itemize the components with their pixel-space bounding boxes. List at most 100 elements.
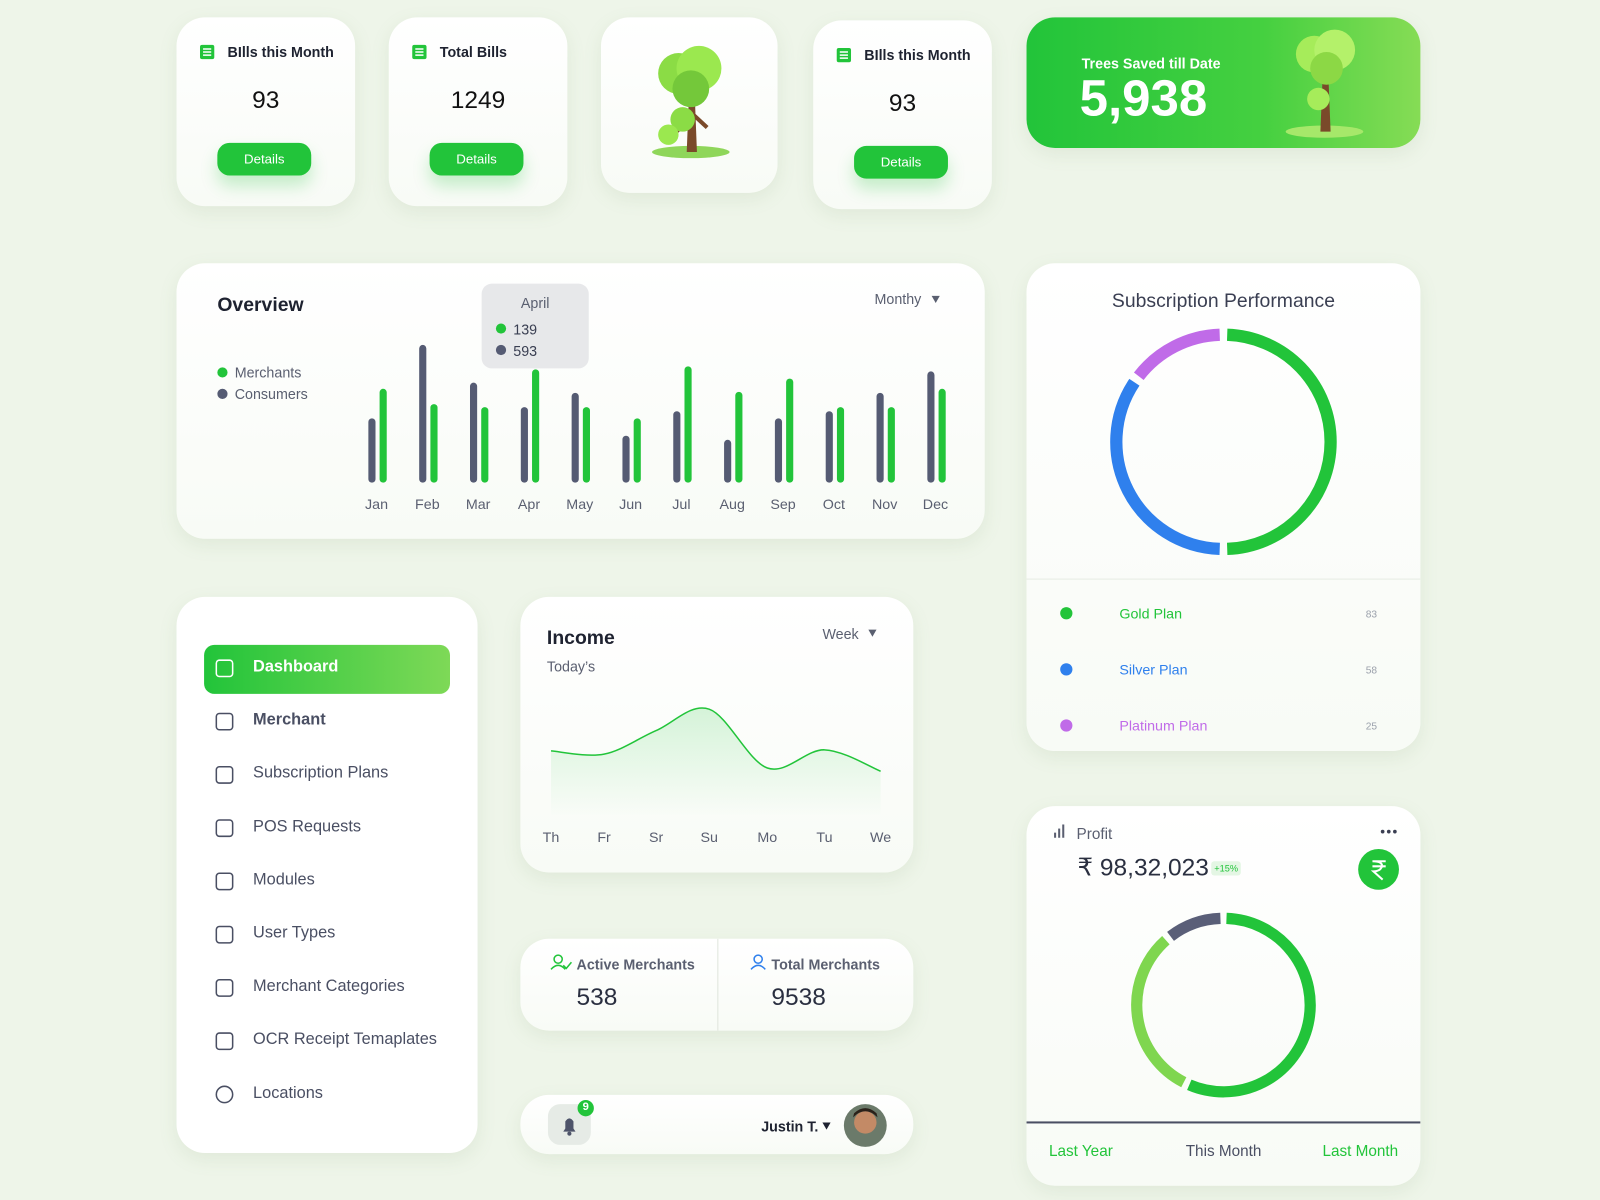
period-tab[interactable]: Last Year bbox=[1048, 1142, 1113, 1161]
merchant-value: 9538 bbox=[771, 983, 826, 1012]
bar bbox=[430, 404, 438, 483]
user-bar-graphics bbox=[547, 1099, 887, 1147]
chart-title: Profit bbox=[1076, 825, 1113, 843]
nav-item[interactable]: OCR Receipt Temaplates bbox=[253, 1031, 437, 1049]
nav-icons bbox=[215, 659, 234, 1104]
trees-saved-card: Trees Saved till Date 5,938 bbox=[1026, 17, 1421, 148]
merchant-label: Active Merchants bbox=[576, 956, 695, 973]
legend-dot bbox=[1060, 607, 1073, 620]
subscription-card: Subscription Performance Gold Plan 83 Silv… bbox=[1026, 263, 1421, 752]
nav-item[interactable]: POS Requests bbox=[253, 817, 362, 836]
tooltip-title: April bbox=[520, 294, 550, 312]
tooltip-dot bbox=[495, 344, 507, 356]
tooltip-dot bbox=[495, 323, 507, 334]
stat-title: BIlls this Month bbox=[227, 43, 334, 61]
bar bbox=[927, 371, 935, 483]
legend-label: Silver Plan bbox=[1119, 662, 1187, 678]
tree-card bbox=[601, 17, 778, 193]
bar bbox=[786, 378, 794, 483]
bar bbox=[825, 411, 833, 483]
bar bbox=[724, 439, 732, 483]
merchant-value: 538 bbox=[576, 983, 618, 1012]
details-button[interactable]: Details bbox=[429, 142, 524, 176]
bar bbox=[582, 407, 590, 483]
bar bbox=[774, 418, 783, 483]
legend-label: Gold Plan bbox=[1119, 606, 1182, 622]
donut-segment bbox=[1110, 378, 1220, 556]
tree-illustration bbox=[652, 45, 730, 159]
legend-value: 83 bbox=[1366, 609, 1378, 620]
bar bbox=[469, 382, 478, 483]
bar bbox=[520, 407, 528, 483]
x-tick-label: Dec bbox=[923, 497, 948, 513]
bar bbox=[684, 366, 692, 483]
period-filter[interactable]: Monthy bbox=[874, 290, 922, 308]
income-plot: Th Fr Sr Su Mo Tu We bbox=[543, 629, 891, 846]
x-tick-label: Nov bbox=[872, 497, 898, 513]
merchant-icons bbox=[550, 954, 766, 970]
subscription-plot: Gold Plan 83 Silver Plan 58 Platinum Plan 25 bbox=[1060, 328, 1378, 735]
nav-icon bbox=[215, 872, 234, 891]
merchant-label: Total Merchants bbox=[771, 956, 880, 973]
nav-icon bbox=[215, 1032, 234, 1051]
chart-subtitle: Today’s bbox=[546, 658, 596, 675]
tooltip: April 139 593 bbox=[481, 283, 589, 369]
x-tick-label: Aug bbox=[720, 497, 745, 513]
overview-card: Overview Monthy Jan Feb Mar Apr May Jun Jul Aug… bbox=[176, 263, 985, 539]
nav-item[interactable]: Merchant bbox=[253, 711, 326, 729]
nav-icon bbox=[215, 979, 234, 997]
period-tab[interactable]: Last Month bbox=[1322, 1142, 1399, 1161]
x-tick-label: Apr bbox=[518, 497, 540, 513]
notification-count: 9 bbox=[582, 1101, 589, 1114]
sidebar: Dashboard Merchant Subscription Plans POS R… bbox=[176, 596, 478, 1154]
bar bbox=[368, 418, 376, 483]
x-tick-label: Sr bbox=[649, 830, 664, 846]
x-tick-label: We bbox=[870, 830, 891, 846]
details-button[interactable]: Details bbox=[217, 142, 312, 176]
nav-icon bbox=[215, 712, 234, 731]
user-name[interactable]: Justin T. bbox=[761, 1118, 819, 1135]
profit-total: ₹ 98,32,023 bbox=[1077, 854, 1209, 882]
divider bbox=[1026, 578, 1421, 580]
divider bbox=[717, 938, 719, 1031]
x-tick-label: Oct bbox=[823, 497, 845, 513]
x-tick-label: Th bbox=[543, 830, 560, 846]
nav-item[interactable]: User Types bbox=[253, 924, 336, 942]
legend-value: 58 bbox=[1366, 665, 1378, 676]
legend-dot bbox=[1060, 719, 1073, 732]
tooltip-value: 593 bbox=[513, 342, 538, 360]
donut-segment bbox=[1133, 328, 1221, 381]
stat-title: Total Bills bbox=[439, 43, 507, 61]
nav-icon bbox=[215, 659, 234, 678]
details-button[interactable]: Details bbox=[854, 145, 948, 179]
stat-value: 93 bbox=[252, 86, 280, 115]
nav-icon bbox=[215, 925, 234, 944]
bar bbox=[735, 391, 743, 483]
donut-segment bbox=[1226, 328, 1337, 556]
bar bbox=[419, 344, 427, 483]
legend-dot bbox=[217, 367, 228, 378]
nav-item[interactable]: Locations bbox=[253, 1084, 323, 1102]
period-filter[interactable]: Week bbox=[822, 625, 859, 642]
stat-card: BIlls this Month 93 Details bbox=[813, 20, 992, 210]
tooltip-value: 139 bbox=[513, 321, 538, 338]
nav-item[interactable]: Merchant Categories bbox=[253, 977, 405, 996]
donut-segment bbox=[1131, 936, 1187, 1088]
legend-label: Merchants bbox=[234, 364, 302, 381]
nav-item[interactable]: Modules bbox=[253, 871, 315, 889]
stat-title: BIlls this Month bbox=[864, 46, 971, 64]
period-tab[interactable]: This Month bbox=[1185, 1142, 1262, 1161]
bar bbox=[876, 392, 884, 483]
tooltip-dots bbox=[495, 323, 507, 356]
nav-item[interactable]: Subscription Plans bbox=[253, 764, 389, 783]
dropdown-arrow bbox=[931, 295, 940, 304]
x-tick-label: Su bbox=[700, 830, 717, 846]
trees-value: 5,938 bbox=[1079, 69, 1208, 127]
bar bbox=[481, 407, 489, 483]
stat-value: 1249 bbox=[450, 86, 506, 115]
nav-item[interactable]: Dashboard bbox=[253, 658, 339, 676]
x-tick-label: Tu bbox=[816, 830, 832, 846]
dropdown-arrow bbox=[868, 629, 877, 637]
legend-label: Consumers bbox=[234, 385, 308, 403]
